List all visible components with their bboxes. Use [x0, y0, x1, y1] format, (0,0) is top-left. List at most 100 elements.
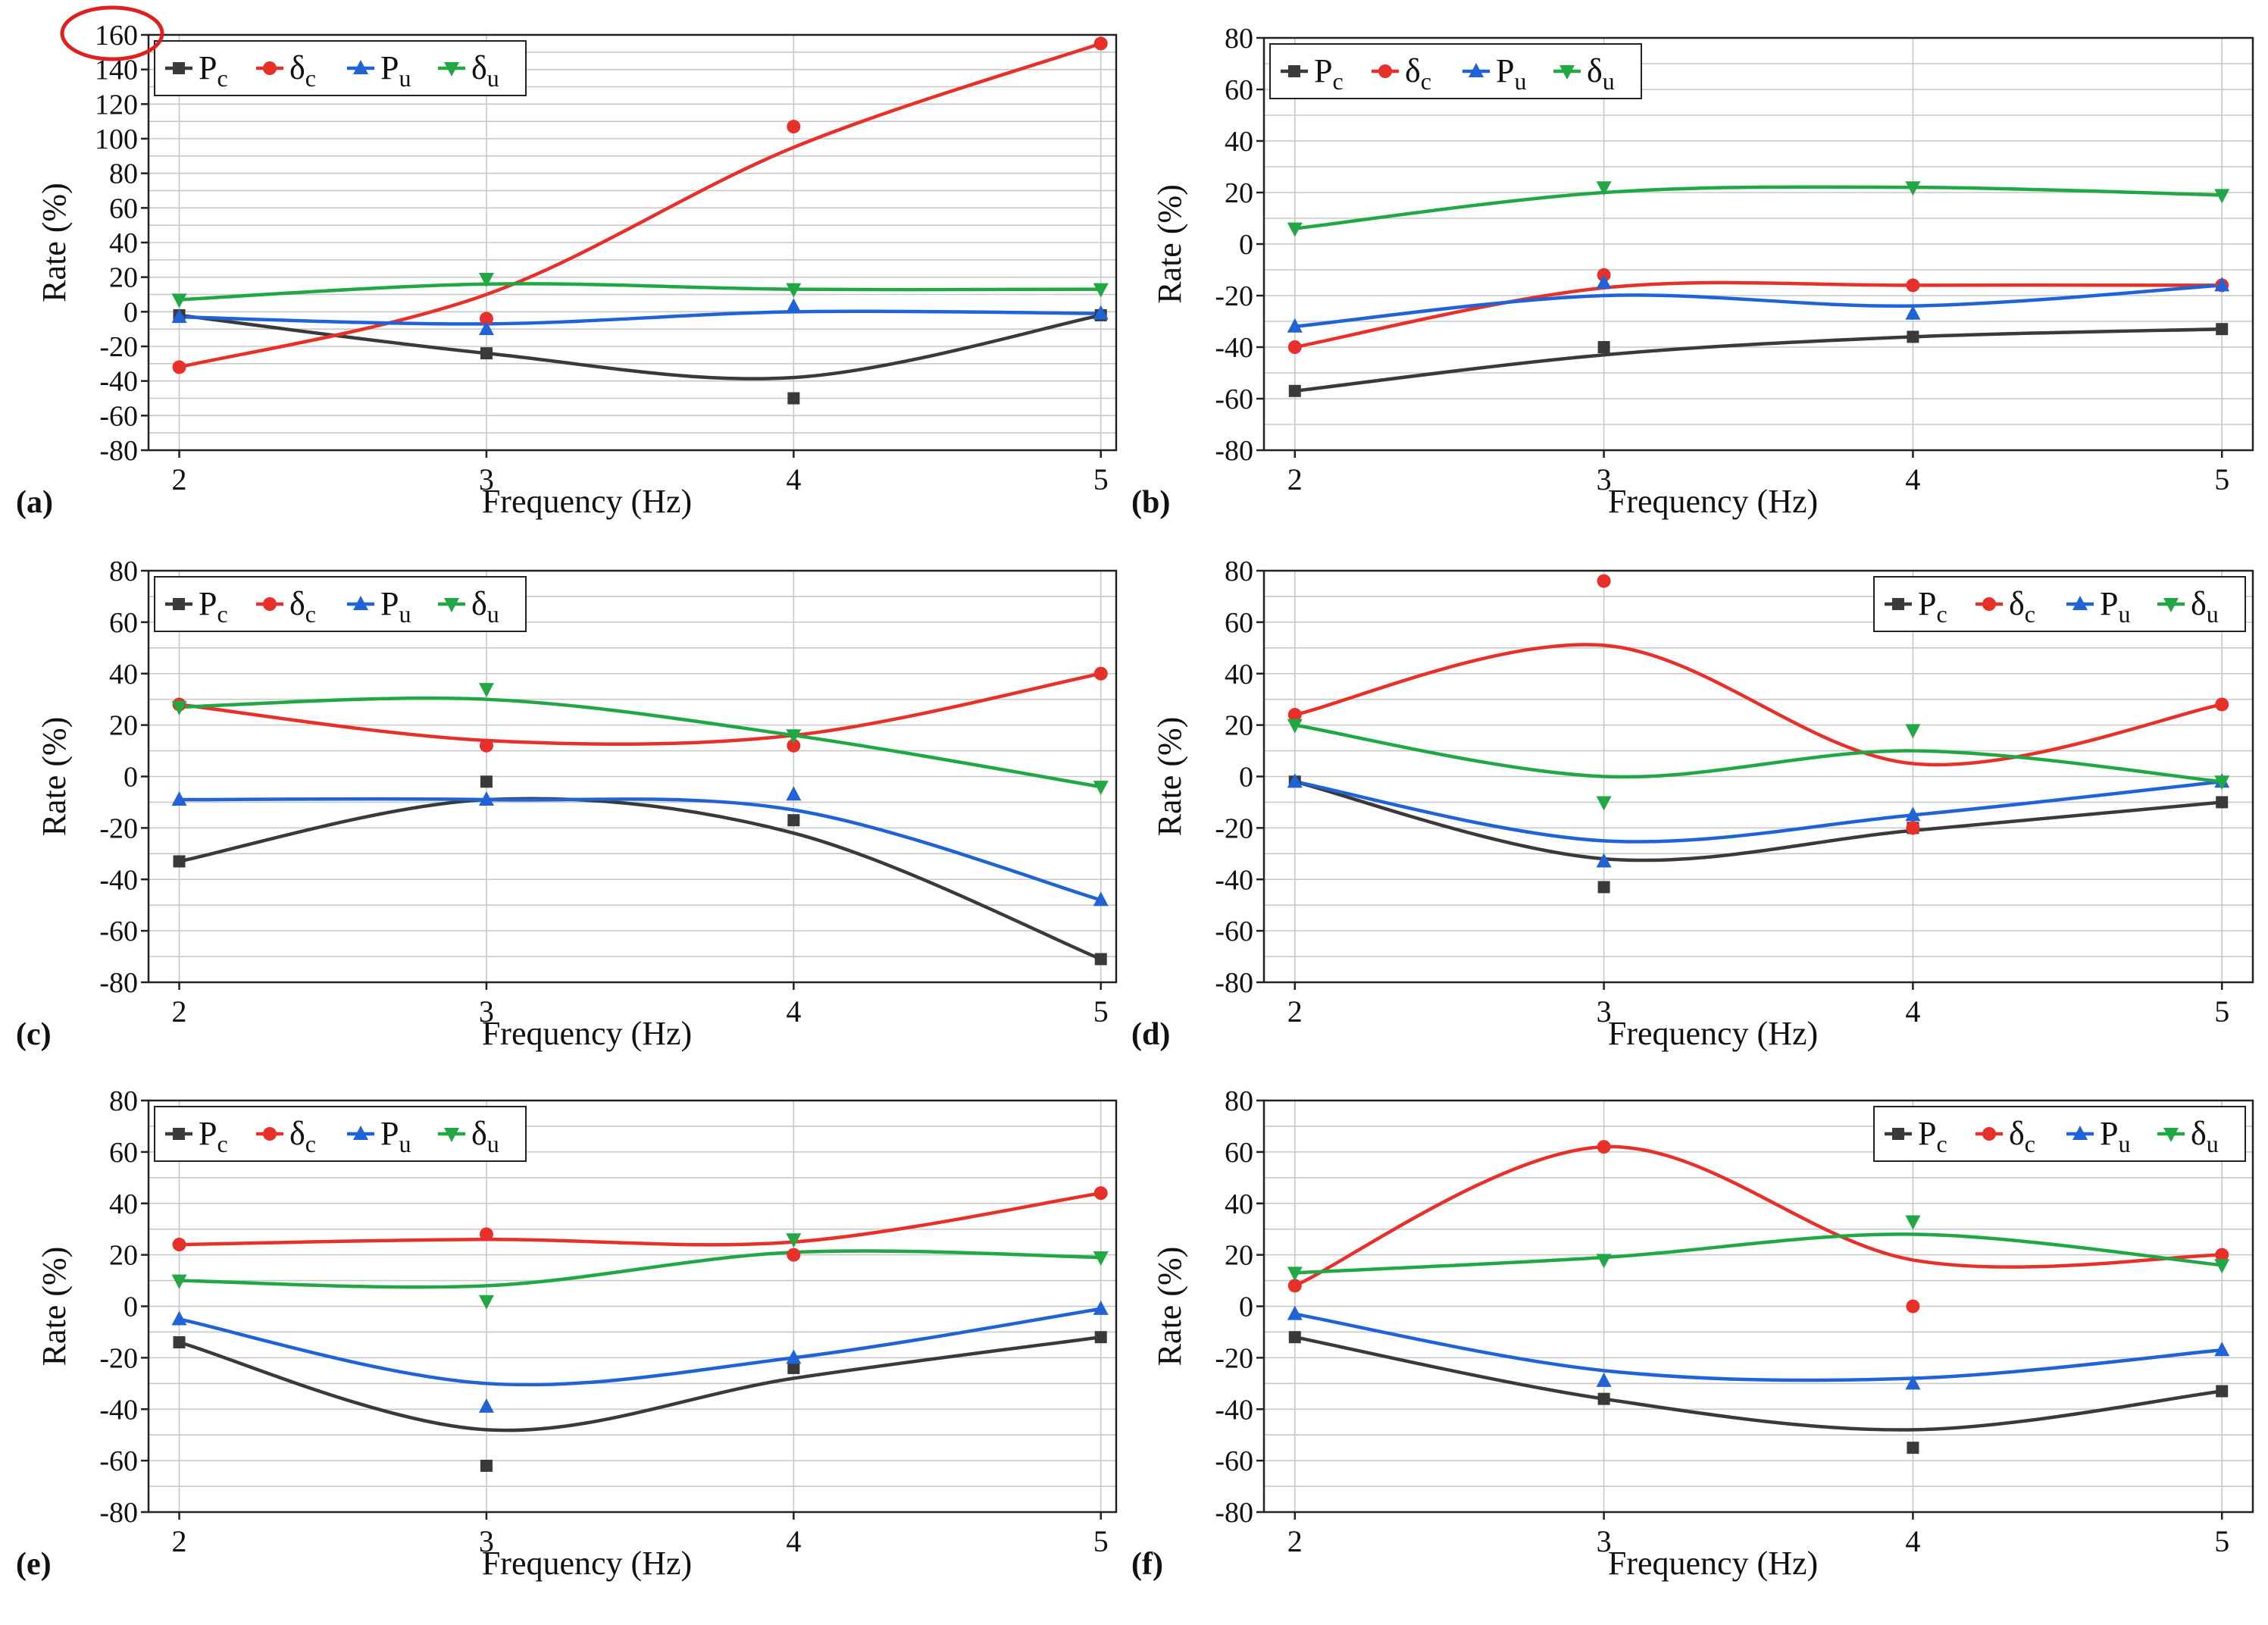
series-line — [179, 313, 1102, 380]
x-tick-label: 4 — [1905, 1524, 1920, 1558]
y-tick-label: 60 — [109, 607, 138, 639]
chart-panel: -80 -60 -40 -20 0 20 40 60 80 2 3 4 5 Frequency (Hz) R… — [1131, 23, 2254, 520]
legend-marker — [353, 1126, 368, 1140]
legend-label: Pu — [380, 585, 411, 628]
data-point — [787, 814, 800, 827]
panel-label: (b) — [1131, 485, 1170, 520]
data-point — [480, 1459, 493, 1472]
legend-marker — [353, 60, 368, 74]
data-point — [1287, 1266, 1303, 1282]
legend-label: Pc — [199, 49, 228, 92]
panel-label: (e) — [16, 1547, 52, 1582]
data-point — [1093, 781, 1109, 796]
series-line — [1294, 643, 2223, 767]
data-point — [1093, 305, 1109, 320]
data-point — [1907, 1442, 1919, 1454]
data-point — [1287, 1279, 1302, 1293]
legend-marker — [1982, 597, 1996, 611]
legend-marker — [1559, 65, 1575, 80]
x-tick-label: 4 — [1905, 462, 1920, 496]
data-point — [786, 1233, 802, 1248]
data-point — [2214, 775, 2230, 791]
series-line — [1294, 185, 2223, 230]
chart-panel: -80 -60 -40 -20 0 20 40 60 80 2 3 4 5 Frequency (Hz) R… — [1131, 556, 2254, 1052]
legend-label: Pu — [380, 1115, 411, 1157]
data-point — [2216, 796, 2229, 809]
y-tick-label: -80 — [99, 1497, 138, 1529]
data-point — [478, 1295, 494, 1310]
legend-marker — [173, 62, 185, 74]
y-tick-label: 80 — [1225, 556, 1253, 587]
data-point — [787, 738, 801, 753]
data-point — [1094, 1331, 1107, 1344]
series-line — [179, 42, 1102, 369]
data-point — [1597, 341, 1610, 353]
y-tick-label: 40 — [109, 659, 138, 690]
legend-marker — [173, 1128, 185, 1140]
x-tick-label: 4 — [1905, 994, 1920, 1029]
panel-label: (c) — [16, 1017, 52, 1052]
y-tick-label: -20 — [1215, 280, 1253, 312]
y-tick-label: 80 — [1225, 23, 1253, 55]
x-tick-label: 2 — [172, 994, 187, 1029]
y-axis-title: Rate (%) — [36, 183, 73, 302]
legend-marker — [263, 61, 277, 75]
data-point — [1093, 283, 1109, 298]
y-tick-label: 0 — [1239, 229, 1253, 261]
highlight-ellipse — [60, 5, 164, 61]
data-point — [787, 392, 800, 405]
y-tick-label: 0 — [124, 762, 138, 794]
x-tick-label: 5 — [2214, 1524, 2229, 1558]
x-axis-title: Frequency (Hz) — [1608, 483, 1818, 520]
legend: Pc δc Pu δu — [154, 1106, 527, 1162]
data-point — [1287, 318, 1303, 333]
y-tick-label: -40 — [1215, 1394, 1253, 1426]
legend-label: δc — [2009, 1115, 2035, 1157]
data-point — [786, 786, 802, 801]
y-axis-title: Rate (%) — [36, 717, 73, 837]
data-point — [787, 120, 801, 134]
x-tick-label: 4 — [786, 462, 801, 496]
data-point — [1907, 330, 1919, 343]
panel-label: (a) — [16, 485, 53, 520]
data-point — [1905, 1375, 1921, 1390]
y-tick-label: 20 — [109, 1240, 138, 1272]
data-point — [171, 1274, 187, 1289]
legend-marker — [444, 62, 459, 77]
data-point — [1905, 181, 1921, 196]
y-tick-label: 40 — [109, 1188, 138, 1220]
y-tick-label: 40 — [1225, 1188, 1253, 1220]
legend-label: Pc — [1918, 1115, 1947, 1157]
legend: Pc δc Pu δu — [154, 576, 527, 632]
legend-label: δc — [289, 585, 316, 628]
legend-marker — [263, 597, 277, 611]
data-point — [173, 1336, 186, 1349]
data-point — [1596, 1372, 1612, 1387]
legend-label: Pc — [199, 1115, 228, 1157]
panel-label: (d) — [1131, 1017, 1170, 1052]
data-point — [171, 700, 187, 715]
data-point — [1287, 773, 1303, 788]
series-line — [1294, 1312, 2223, 1382]
y-tick-label: -60 — [99, 400, 138, 432]
legend-marker — [1892, 598, 1904, 610]
data-point — [1906, 1299, 1920, 1313]
data-point — [1287, 222, 1303, 237]
x-tick-label: 3 — [1597, 462, 1612, 496]
data-point — [1287, 1305, 1303, 1320]
series-line — [1294, 283, 2223, 329]
series-line — [1294, 780, 2223, 863]
data-point — [480, 347, 493, 360]
y-tick-label: 20 — [1225, 177, 1253, 209]
x-tick-label: 5 — [1093, 1524, 1109, 1558]
data-point — [1905, 806, 1921, 822]
data-point — [478, 791, 494, 806]
x-axis-title: Frequency (Hz) — [482, 1015, 692, 1052]
legend-label: δu — [471, 49, 499, 92]
legend-label: Pu — [2100, 585, 2130, 628]
x-tick-label: 2 — [1287, 994, 1303, 1029]
y-tick-label: 60 — [1225, 607, 1253, 639]
data-point — [478, 321, 494, 336]
x-tick-label: 3 — [1597, 994, 1612, 1029]
